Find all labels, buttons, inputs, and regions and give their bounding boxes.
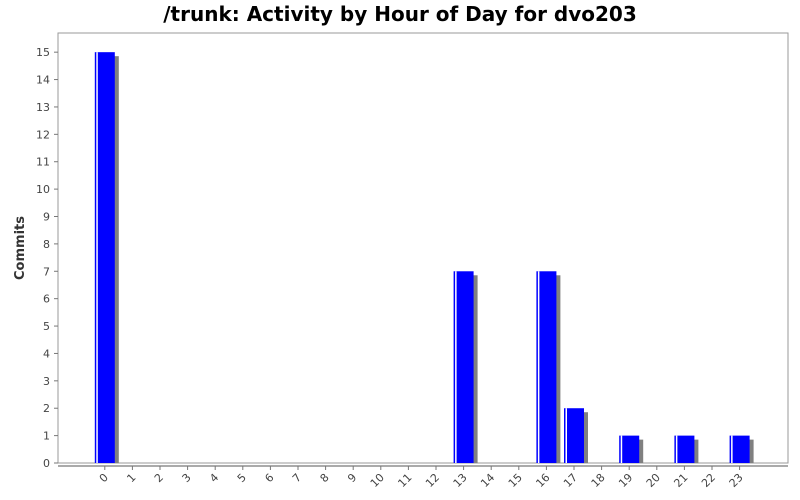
y-tick-label: 4 [43, 347, 50, 360]
bar-highlight [675, 435, 678, 463]
x-tick-label: 1 [124, 471, 138, 485]
x-tick-label: 5 [235, 471, 249, 485]
x-tick-label: 9 [345, 471, 359, 485]
x-tick-label: 4 [207, 471, 221, 485]
y-tick-label: 11 [36, 156, 50, 169]
x-tick-label: 21 [671, 471, 690, 490]
bar-hour-17 [564, 408, 584, 463]
x-tick-label: 16 [533, 471, 552, 490]
x-tick-label: 14 [478, 471, 497, 490]
y-tick-label: 12 [36, 128, 50, 141]
x-tick-label: 12 [423, 471, 442, 490]
x-tick-label: 15 [506, 471, 525, 490]
y-tick-label: 1 [43, 430, 50, 443]
x-tick-label: 2 [152, 471, 166, 485]
y-tick-label: 14 [36, 74, 50, 87]
x-tick-label: 18 [589, 471, 608, 490]
bar-hour-16 [536, 271, 557, 463]
y-tick-label: 10 [36, 183, 50, 196]
x-tick-label: 13 [451, 471, 470, 490]
plot-area [57, 32, 789, 464]
y-tick-label: 6 [43, 293, 50, 306]
x-axis-ticks: 0 1 2 3 4 5 6 7 8 9 10 11 12 13 14 15 16 17 18 19 20 21 22 23 [97, 466, 746, 490]
y-tick-label: 5 [43, 320, 50, 333]
chart-title: /trunk: Activity by Hour of Day for dvo2… [163, 2, 637, 26]
bar-highlight [537, 271, 540, 463]
bars [94, 52, 754, 464]
x-tick-label: 23 [727, 471, 746, 490]
x-tick-label: 0 [97, 471, 111, 485]
bar-highlight [96, 52, 98, 464]
bar-hour-21 [674, 435, 695, 463]
x-tick-label: 6 [262, 471, 276, 485]
x-tick-label: 10 [368, 471, 387, 490]
x-tick-label: 3 [180, 471, 194, 485]
bar-highlight [731, 435, 733, 463]
bar-hour-0 [94, 52, 115, 464]
x-tick-label: 7 [290, 471, 304, 485]
bar-hour-19 [619, 435, 640, 463]
y-axis-label: Commits [13, 216, 28, 280]
x-tick-label: 19 [616, 471, 635, 490]
bar-highlight [455, 271, 457, 463]
bar-hour-13 [453, 271, 474, 463]
bar-highlight [620, 435, 623, 463]
x-tick-label: 17 [561, 471, 580, 490]
y-tick-label: 7 [43, 265, 50, 278]
y-tick-label: 2 [43, 402, 50, 415]
bar-highlight [565, 408, 567, 463]
y-tick-label: 0 [43, 457, 50, 470]
y-tick-label: 3 [43, 375, 50, 388]
y-tick-label: 13 [36, 101, 50, 114]
y-tick-label: 8 [43, 238, 50, 251]
x-tick-label: 11 [395, 471, 414, 490]
bar-hour-23 [729, 435, 750, 463]
x-tick-label: 8 [318, 471, 332, 485]
x-tick-label: 22 [699, 471, 718, 490]
y-tick-label: 9 [43, 211, 50, 224]
x-tick-label: 20 [644, 471, 663, 490]
y-tick-label: 15 [36, 46, 50, 59]
